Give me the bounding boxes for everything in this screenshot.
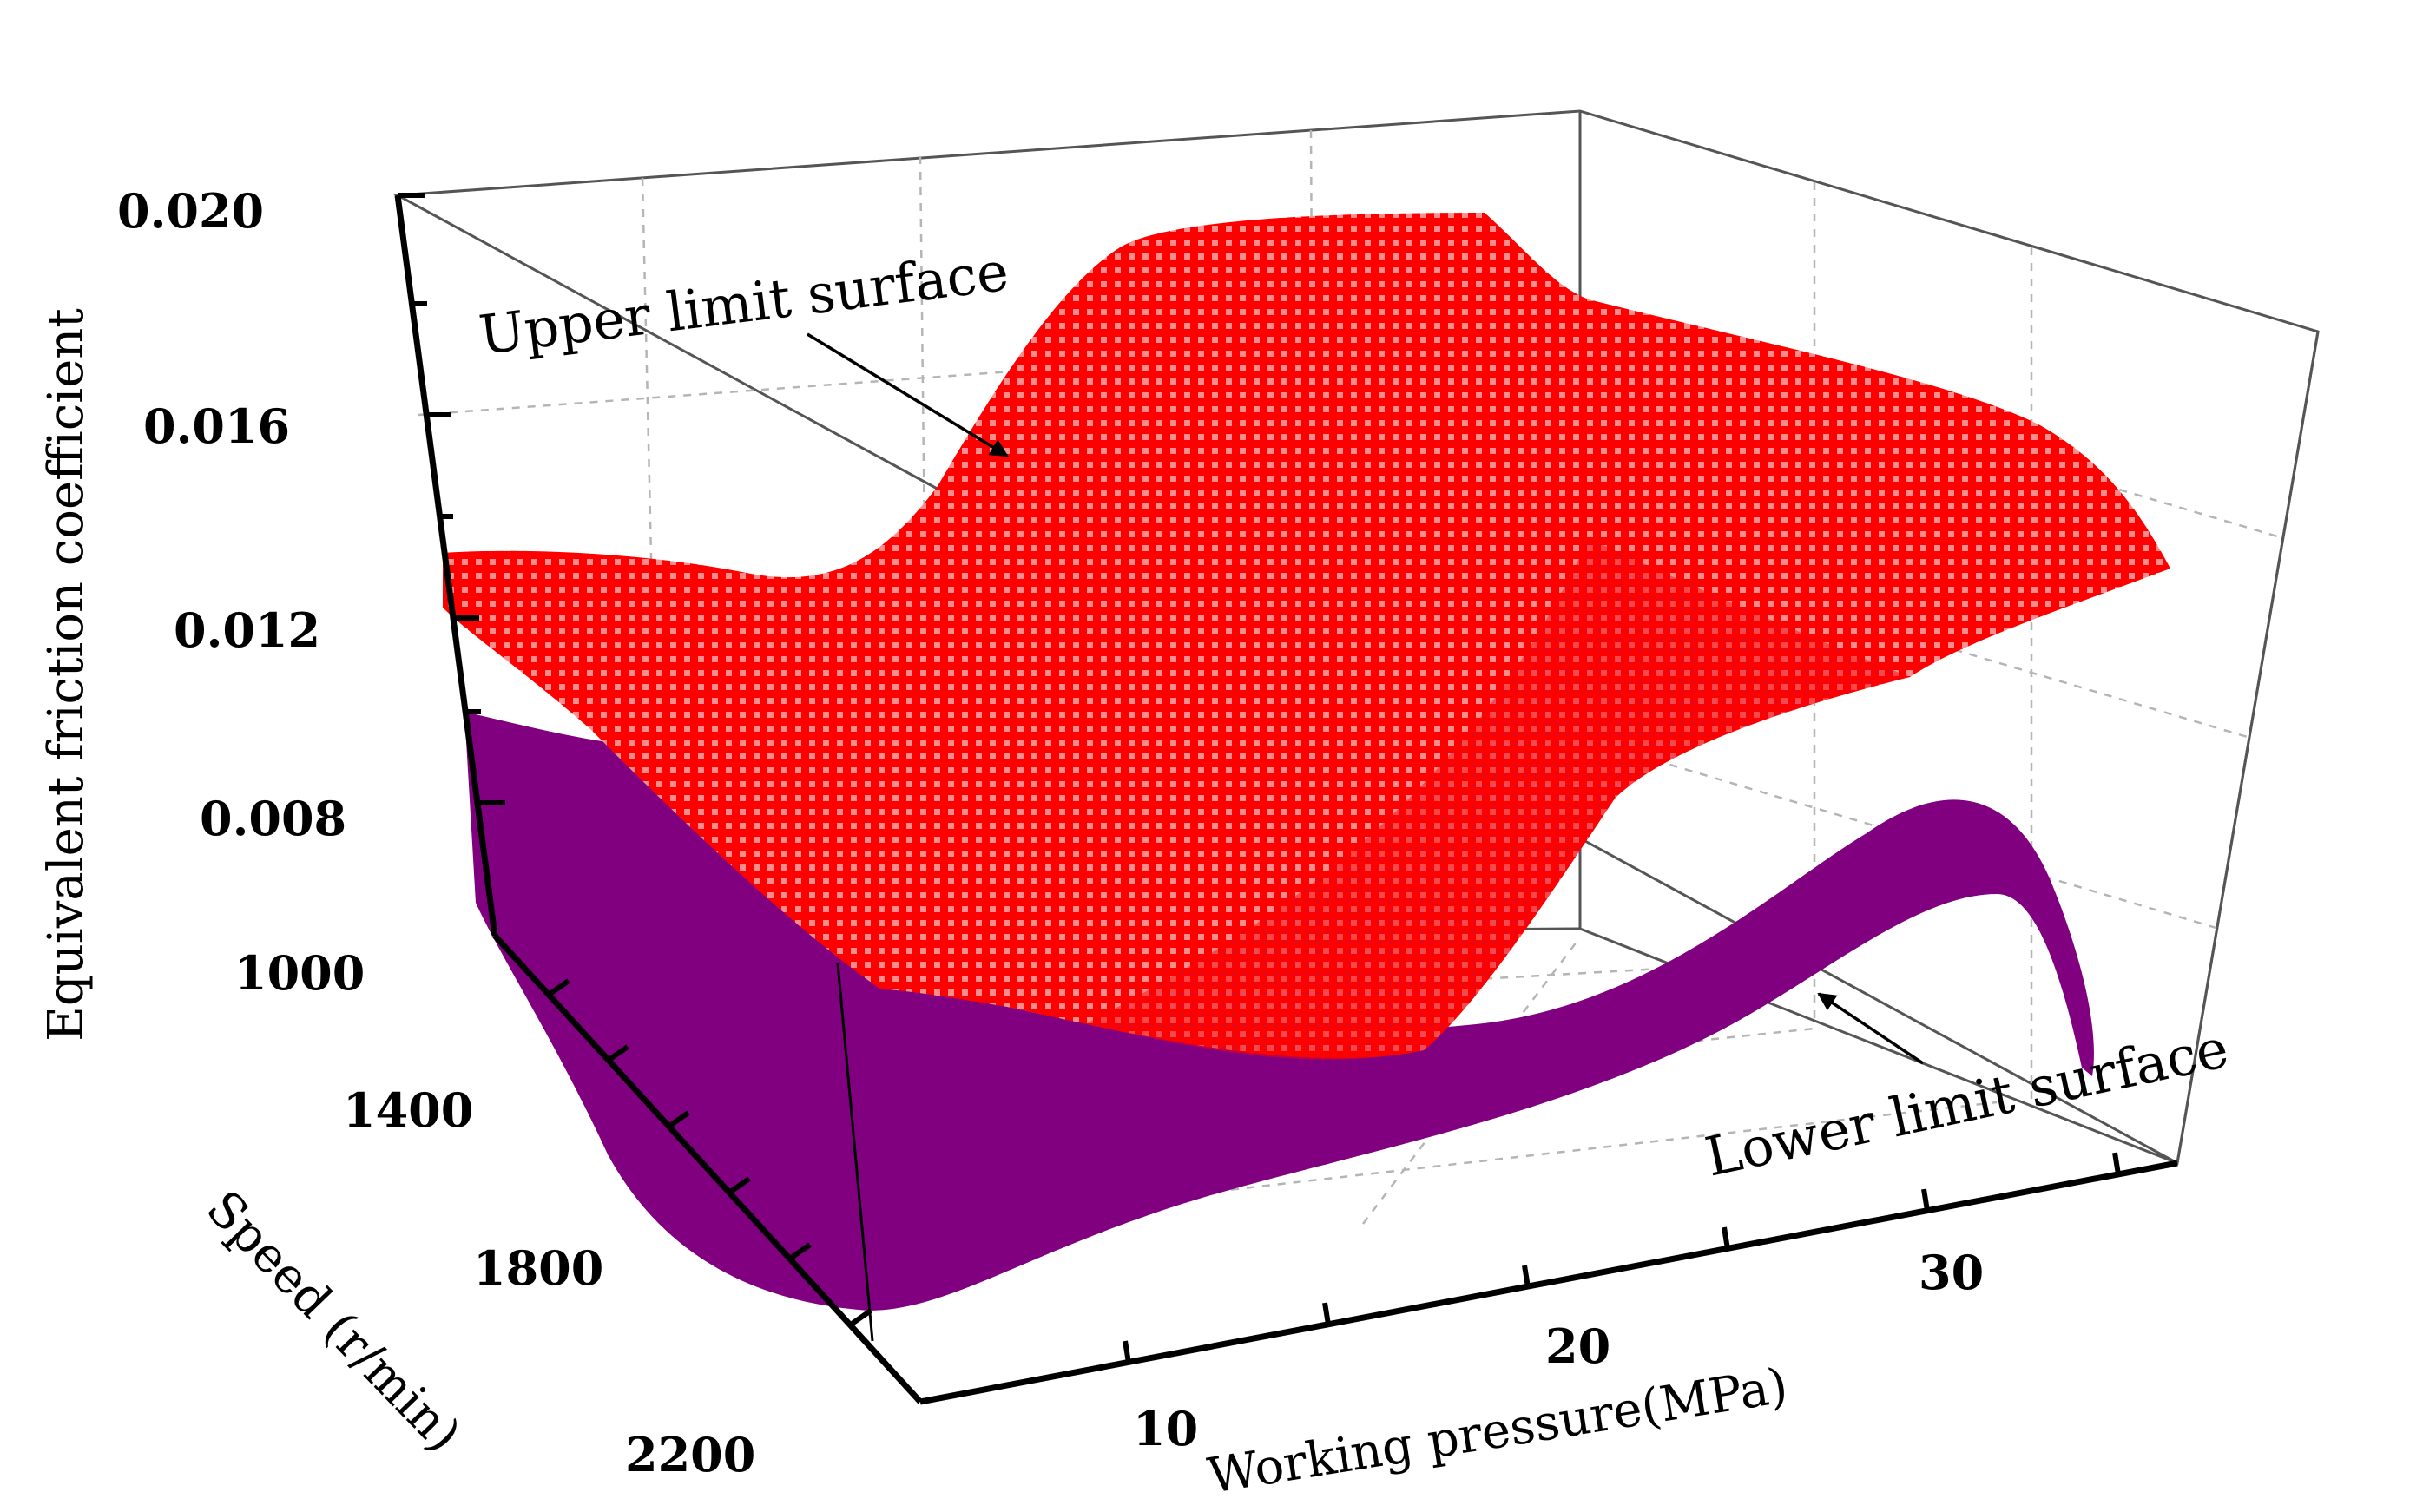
z-tick-labels: 0.020 0.016 0.012 0.008 (117, 183, 346, 846)
speed-tick-label: 2200 (625, 1427, 755, 1482)
lower-limit-surface (464, 712, 2094, 1311)
pressure-tick-labels: 10 20 30 (1133, 1245, 1984, 1456)
z-axis-title: Equivalent friction coefficient (38, 308, 95, 1042)
z-tick-label: 0.012 (174, 602, 320, 658)
upper-limit-surface (443, 213, 2170, 1059)
speed-tick-labels: 1000 1400 1800 2200 (234, 945, 755, 1482)
pressure-tick-label: 10 (1133, 1401, 1198, 1456)
upper-surface-shading (1085, 538, 1910, 1060)
axes (394, 193, 2178, 1405)
upper-surface-arrow (807, 332, 1009, 457)
z-tick-label: 0.020 (117, 183, 264, 239)
lower-surface-arrow (1817, 992, 1924, 1065)
drop-line (836, 963, 874, 1342)
speed-axis-title: Speed (r/min) (195, 1180, 471, 1463)
pressure-tick-label: 20 (1545, 1318, 1610, 1374)
surfaces (443, 213, 2170, 1311)
z-tick-label: 0.016 (143, 398, 290, 454)
z-tick-label: 0.008 (200, 791, 346, 846)
upper-surface-label: Upper limit surface (476, 240, 1012, 367)
speed-tick-label: 1400 (343, 1082, 473, 1138)
lower-surface-label: Lower limit surface (1700, 1016, 2234, 1189)
speed-tick-label: 1800 (473, 1240, 603, 1296)
speed-tick-label: 1000 (234, 945, 365, 1001)
pressure-tick-label: 30 (1919, 1245, 1984, 1300)
pressure-axis-title: Working pressure(MPa) (1204, 1358, 1791, 1505)
